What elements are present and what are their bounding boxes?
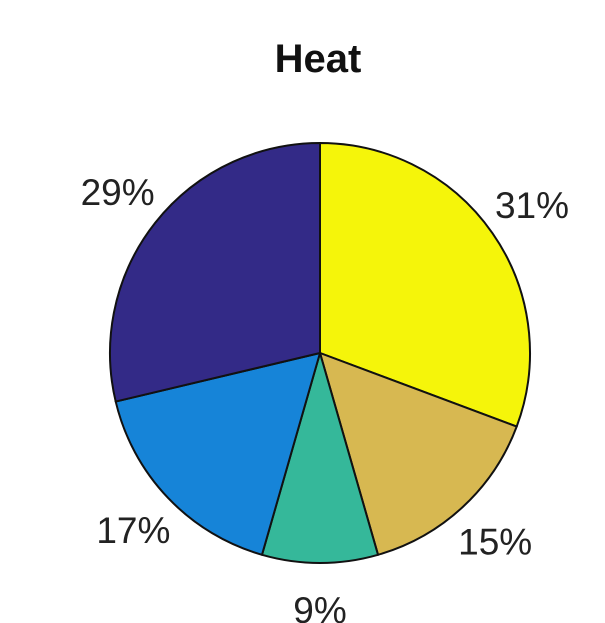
slice-labels: 31% 15% 9% 17% 29%: [81, 172, 569, 623]
slice-label-3: 17%: [96, 510, 170, 551]
pie-slice-1: [319, 352, 518, 556]
pie-slice-4: [109, 142, 321, 403]
slice-label-0: 31%: [495, 185, 569, 226]
pie-slice-2: [260, 352, 380, 564]
pie-slice-3: [114, 352, 321, 556]
slice-label-4: 29%: [81, 172, 155, 213]
slice-label-2: 9%: [293, 590, 346, 623]
pie-slices: [109, 142, 531, 564]
chart-title: Heat: [275, 37, 362, 81]
pie-slice-0: [319, 142, 531, 428]
slice-label-1: 15%: [458, 521, 532, 562]
